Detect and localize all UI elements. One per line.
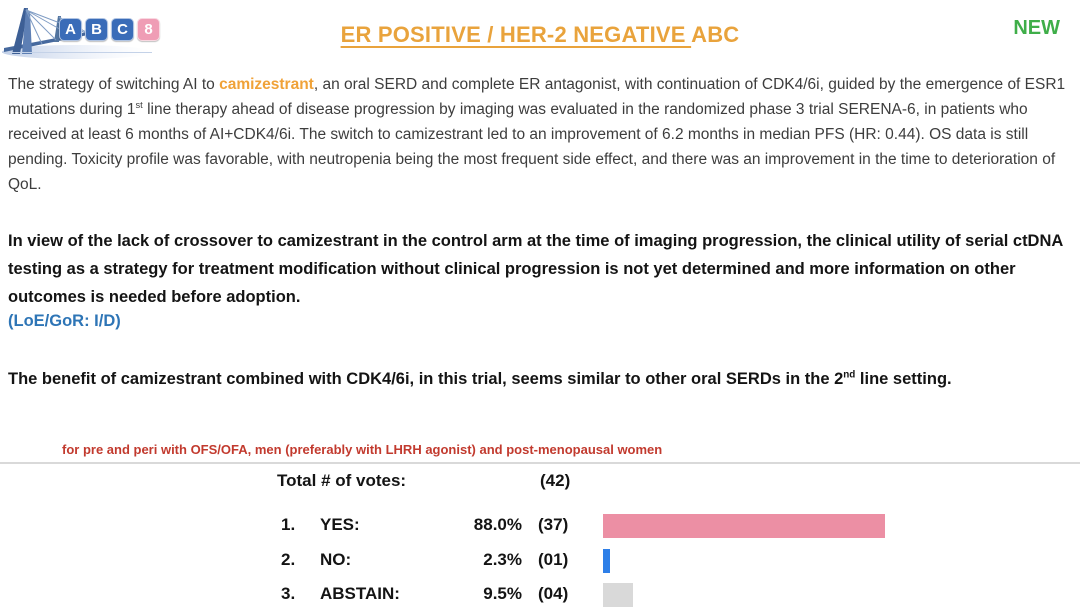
vote-row-percent: 2.3% <box>483 550 522 569</box>
logo-letter-b: B <box>85 18 108 41</box>
page-title-underlined: ER POSITIVE / HER-2 NEGATIVE <box>340 22 692 47</box>
vote-row-number: 1. <box>281 515 296 534</box>
page-title: ER POSITIVE / HER-2 NEGATIVE ABC <box>0 22 1080 48</box>
vote-row-abstain: 3. ABSTAIN: 9.5% (04) <box>0 582 1080 608</box>
benefit-paragraph: The benefit of camizestrant combined wit… <box>8 365 1076 393</box>
vote-row-label: YES: <box>320 515 360 534</box>
vote-row-percent: 9.5% <box>483 584 522 603</box>
vote-row-percent: 88.0% <box>473 515 522 534</box>
superscript-nd: nd <box>843 369 856 381</box>
vote-row-number: 2. <box>281 550 296 569</box>
vote-bar-yes <box>603 514 885 538</box>
summary-text-mid: , an oral SERD and complete ER antagonis… <box>8 76 1066 118</box>
drug-name-highlight: camizestrant <box>219 76 314 93</box>
new-badge: NEW <box>1013 17 1060 39</box>
vote-row-label: NO: <box>320 550 352 569</box>
vote-row-count: (04) <box>538 584 569 603</box>
vote-bar-no <box>603 549 610 573</box>
divider-line <box>0 462 1080 464</box>
statement-paragraph: In view of the lack of crossover to cami… <box>8 232 1063 306</box>
abc8-letter-blocks: A B C 8 <box>59 18 160 41</box>
summary-paragraph: The strategy of switching AI to camizest… <box>8 72 1076 197</box>
abc8-logo: A B C 8 <box>2 2 172 60</box>
logo-number-8: 8 <box>137 18 160 41</box>
vote-row-count: (01) <box>538 550 569 569</box>
logo-letter-c: C <box>111 18 134 41</box>
page-title-rest: ABC <box>691 22 740 47</box>
vote-row-number: 3. <box>281 584 296 603</box>
total-votes-label: Total # of votes: <box>277 471 407 490</box>
total-votes-value: (42) <box>540 471 571 490</box>
loe-gor-label: (LoE/GoR: I/D) <box>8 312 121 330</box>
vote-row-label: ABSTAIN: <box>320 584 400 603</box>
summary-text-post: line therapy ahead of disease progressio… <box>8 101 1056 193</box>
vote-row-no: 2. NO: 2.3% (01) <box>0 548 1080 574</box>
logo-letter-a: A <box>59 18 82 41</box>
superscript-st: st <box>135 99 143 110</box>
vote-bar-abstain <box>603 583 633 607</box>
population-note: for pre and peri with OFS/OFA, men (pref… <box>62 442 663 457</box>
benefit-text-pre: The benefit of camizestrant combined wit… <box>8 370 844 388</box>
vote-row-count: (37) <box>538 515 569 534</box>
summary-text-pre: The strategy of switching AI to <box>8 76 220 93</box>
vote-row-yes: 1. YES: 88.0% (37) <box>0 513 1080 539</box>
benefit-text-post: line setting. <box>855 370 952 388</box>
